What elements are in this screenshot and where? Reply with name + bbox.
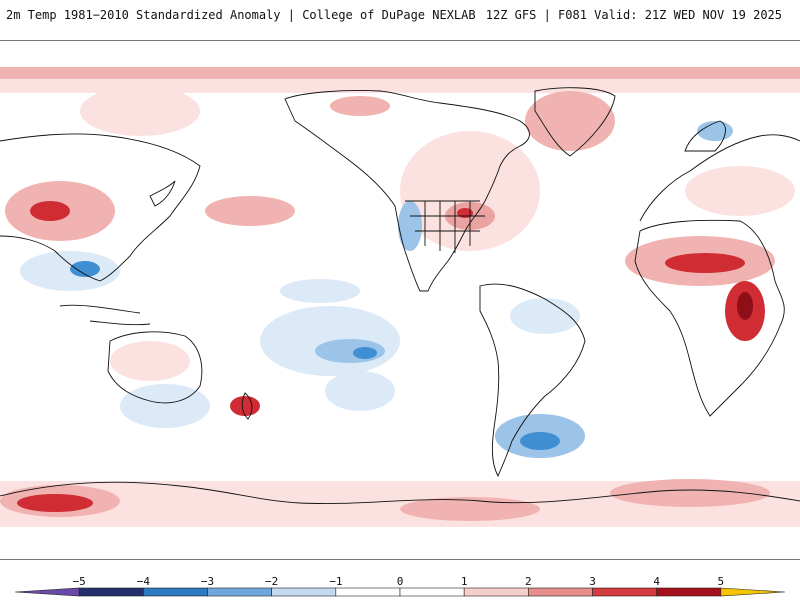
colorbar-segment [14,587,80,597]
colorbar-tick-label: 3 [589,575,596,588]
sahel-warm-core [665,253,745,273]
northeast-pacific-warm [330,96,390,116]
colorbar-tick-label: −3 [200,575,215,588]
north-america-warm [400,131,540,251]
arctic-warm-band [0,67,800,79]
siberia-warm [80,86,200,136]
colorbar-segment [720,587,786,597]
coastlines [0,87,800,505]
antarctic-warm-core-west-2 [17,494,93,512]
north-pacific-warm [205,196,295,226]
colorbar-segment [656,587,722,597]
colorbar-segment [207,587,272,597]
south-america-outline [479,283,586,478]
europe-warm [685,166,795,216]
africa-outline [634,219,785,417]
us-state-lines [405,200,485,253]
colorbar-segment [528,587,593,597]
colorbar-segment [399,587,465,597]
indonesia-outline [59,304,151,326]
world-map-svg [0,67,800,527]
eurasia-outline-east [639,134,800,222]
greenland-warm [525,91,615,151]
australia-outline [107,331,203,404]
scandinavia-outline [684,120,726,152]
colorbar-segment [463,587,529,597]
tasman-cool [325,371,395,411]
amazon-cool [510,298,580,334]
west-coast-cool [398,201,422,251]
south-pacific-cool [260,306,400,376]
colorbar-segment [335,587,401,597]
colorbar-tick-label: 5 [717,575,725,588]
se-asia-cool-core [70,261,100,277]
australia-warm [110,341,190,381]
east-africa-warm-dark [737,292,753,320]
anomaly-map [0,40,800,560]
south-pacific-cool-core [353,347,377,359]
scandinavia-cool [697,121,733,141]
colorbar-tick-label: 2 [525,575,532,588]
greenland-outline [534,87,616,157]
colorbar-segment [271,587,337,597]
colorbar-segment [143,587,208,597]
colorbar-tick-label: 1 [460,575,468,588]
antarctic-warm-core-east [610,479,770,507]
colorbar [14,587,786,597]
colorbar-segment [78,587,144,597]
colorbar-segment [592,587,657,597]
colorbar-tick-label: 4 [653,575,660,588]
model-run-label: 12Z GFS | F081 Valid: 21Z WED NOV 19 202… [485,8,782,22]
arctic-warm-band-2 [0,79,800,93]
map-title: 2m Temp 1981−2010 Standardized Anomaly |… [6,8,476,22]
eurasia-outline-west [0,133,201,282]
south-atlantic-cool-core [520,432,560,450]
nz-warm [230,396,260,416]
japan-outline [149,180,176,207]
map-header: 2m Temp 1981−2010 Standardized Anomaly |… [0,0,800,40]
antarctica-outline [0,481,800,505]
southern-ocean-cool [120,384,210,428]
anomaly-shading [0,67,800,527]
new-zealand-outline [241,392,253,420]
colorbar-tick-label: 0 [396,575,404,588]
east-asia-warm-core [30,201,70,221]
us-warm-dark [457,208,473,218]
colorbar-tick-label: −2 [265,575,279,588]
colorbar-tick-label: −5 [72,575,86,588]
colorbar-tick-label: −1 [329,575,343,588]
central-pacific-cool [280,279,360,303]
colorbar-tick-label: −4 [136,575,150,588]
se-asia-cool [20,251,120,291]
